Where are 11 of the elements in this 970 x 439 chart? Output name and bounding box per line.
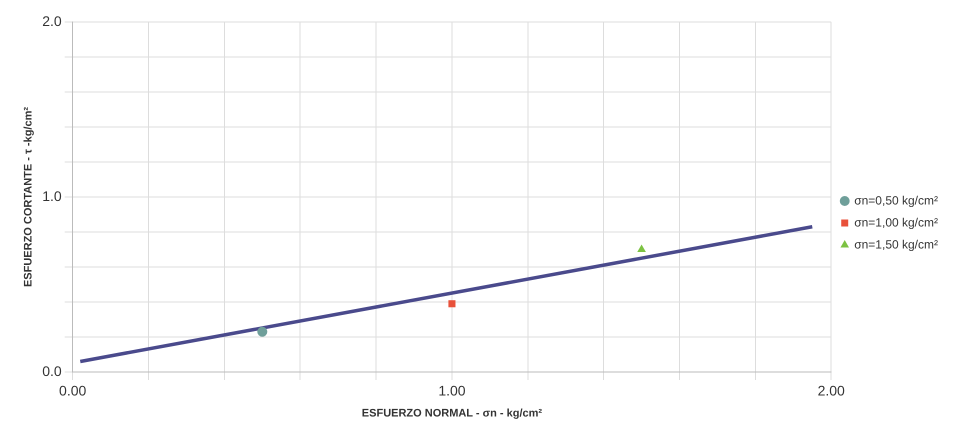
legend-label: σn=0,50 kg/cm² [854, 193, 938, 208]
y-tick-label: 2.0 [42, 12, 62, 29]
y-axis-title: ESFUERZO CORTANTE - τ -kg/cm² [22, 106, 35, 288]
x-tick-label: 2.00 [818, 382, 846, 398]
legend-label: σn=1,00 kg/cm² [854, 215, 938, 230]
legend-label: σn=1,50 kg/cm² [854, 237, 938, 252]
x-tick-label: 0.00 [59, 382, 86, 398]
y-tick-label: 0.0 [42, 362, 62, 379]
y-tick-label: 1.0 [42, 188, 62, 204]
x-tick-label: 1.00 [438, 382, 466, 398]
x-axis-title: ESFUERZO NORMAL - σn - kg/cm² [362, 407, 542, 420]
